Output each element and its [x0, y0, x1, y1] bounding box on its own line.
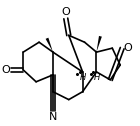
Text: N: N	[49, 113, 57, 122]
Text: H: H	[93, 73, 100, 82]
Polygon shape	[96, 36, 102, 52]
Polygon shape	[46, 38, 53, 52]
Text: O: O	[61, 7, 70, 18]
Text: O: O	[2, 65, 10, 75]
Text: O: O	[123, 43, 132, 53]
Text: H: H	[80, 73, 86, 82]
